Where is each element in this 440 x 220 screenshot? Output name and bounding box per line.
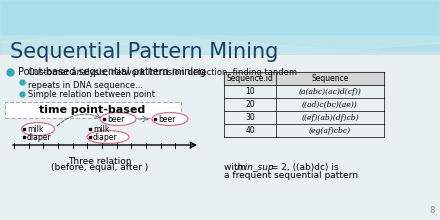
Text: time point-based: time point-based — [39, 104, 146, 114]
Text: ((ef)(ab)(df)cb): ((ef)(ab)(df)cb) — [301, 114, 359, 121]
Text: Three relation: Three relation — [68, 157, 132, 166]
FancyBboxPatch shape — [4, 101, 180, 117]
Text: 8: 8 — [429, 206, 435, 215]
Text: with: with — [224, 163, 246, 172]
Text: milk: milk — [93, 125, 110, 134]
Text: 10: 10 — [245, 87, 255, 96]
Text: a frequent sequential pattern: a frequent sequential pattern — [224, 171, 358, 180]
Text: beer: beer — [158, 114, 176, 123]
Ellipse shape — [100, 112, 136, 125]
Text: Simple relation between point: Simple relation between point — [28, 90, 155, 99]
Text: = 2, ⟨(ab)dc⟩ is: = 2, ⟨(ab)dc⟩ is — [268, 163, 339, 172]
Text: diaper: diaper — [27, 132, 51, 141]
Text: Customer analysis, network intrusion detection, finding tandem
repeats in DNA se: Customer analysis, network intrusion det… — [28, 68, 297, 90]
Ellipse shape — [87, 130, 129, 143]
Text: min_sup: min_sup — [237, 163, 275, 172]
Text: 20: 20 — [245, 100, 255, 109]
Text: Sequence.id: Sequence.id — [227, 74, 273, 83]
Text: milk: milk — [27, 125, 44, 134]
Text: (a(abc)(ac)d(cf)): (a(abc)(ac)d(cf)) — [299, 88, 361, 95]
Text: Sequence: Sequence — [312, 74, 348, 83]
Bar — [0, 0, 440, 35]
Bar — [224, 72, 384, 85]
Bar — [0, 35, 440, 55]
Text: 30: 30 — [245, 113, 255, 122]
Text: (before, equal, after ): (before, equal, after ) — [51, 163, 149, 172]
Text: ((ad)c(bc)(ae)): ((ad)c(bc)(ae)) — [302, 101, 358, 108]
Ellipse shape — [152, 112, 188, 125]
Ellipse shape — [22, 123, 55, 136]
Text: beer: beer — [107, 114, 125, 123]
Text: diaper: diaper — [93, 132, 117, 141]
Text: Sequential Pattern Mining: Sequential Pattern Mining — [10, 42, 279, 62]
Bar — [0, 55, 440, 220]
Text: 40: 40 — [245, 126, 255, 135]
Text: Point-based sequential pattern mining: Point-based sequential pattern mining — [18, 67, 205, 77]
Text: (eg(af)cbc): (eg(af)cbc) — [309, 126, 351, 134]
